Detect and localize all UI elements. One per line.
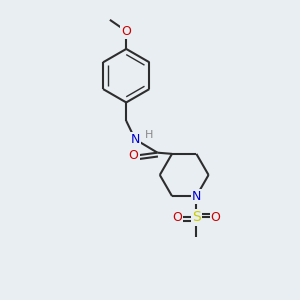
Text: O: O xyxy=(211,211,220,224)
Text: O: O xyxy=(172,211,182,224)
Text: S: S xyxy=(192,211,201,224)
Text: H: H xyxy=(145,130,154,140)
Text: O: O xyxy=(129,149,139,162)
Text: O: O xyxy=(121,25,131,38)
Text: N: N xyxy=(192,190,201,202)
Text: N: N xyxy=(130,133,140,146)
